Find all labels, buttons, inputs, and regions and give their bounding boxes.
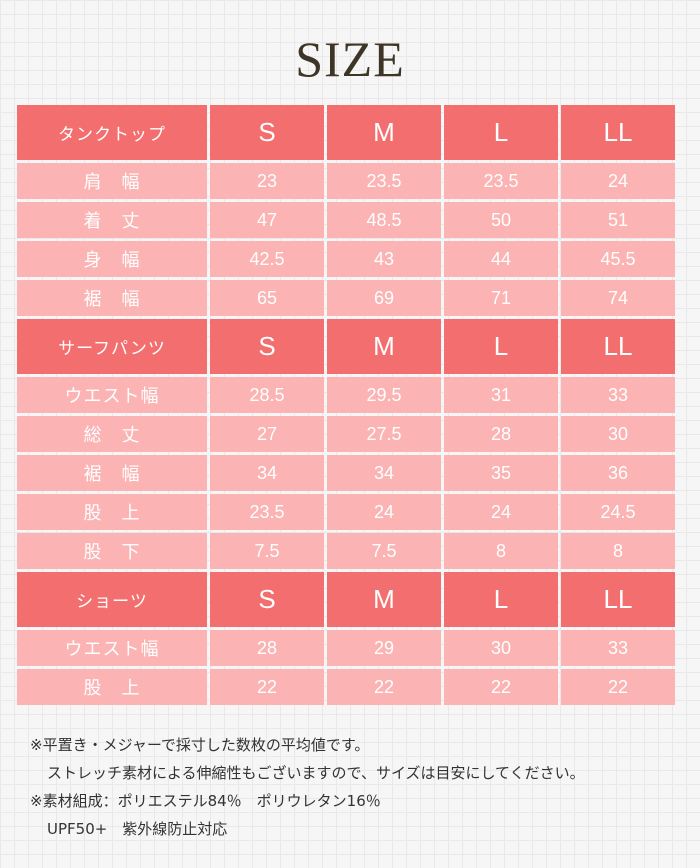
measurement-value: 23.5 xyxy=(444,163,558,199)
size-header-cell: M xyxy=(327,319,441,374)
measurement-value: 44 xyxy=(444,241,558,277)
section-title: ショーツ xyxy=(17,572,207,627)
measurement-value: 47 xyxy=(210,202,324,238)
measurement-value: 29.5 xyxy=(327,377,441,413)
measurement-value: 24 xyxy=(561,163,675,199)
size-header-cell: L xyxy=(444,319,558,374)
table-row: ウエスト幅 28.5 29.5 31 33 xyxy=(17,377,675,413)
size-header-cell: LL xyxy=(561,572,675,627)
table-row: 股 上 23.5 24 24 24.5 xyxy=(17,494,675,530)
table-row: 裾 幅 65 69 71 74 xyxy=(17,280,675,316)
measurement-value: 28 xyxy=(210,630,324,666)
size-header-cell: LL xyxy=(561,105,675,160)
note-material: ※素材組成：ポリエステル84％ ポリウレタン16％ xyxy=(30,792,381,810)
measurement-value: 69 xyxy=(327,280,441,316)
measurement-value: 29 xyxy=(327,630,441,666)
note-upf: UPF50+ 紫外線防止対応 xyxy=(47,820,228,838)
measurement-label: 股 上 xyxy=(17,494,207,530)
measurement-label: ウエスト幅 xyxy=(17,630,207,666)
size-header-cell: M xyxy=(327,572,441,627)
measurement-value: 50 xyxy=(444,202,558,238)
measurement-value: 33 xyxy=(561,377,675,413)
table-row: 裾 幅 34 34 35 36 xyxy=(17,455,675,491)
measurement-value: 65 xyxy=(210,280,324,316)
measurement-value: 24 xyxy=(444,494,558,530)
table-row: 着 丈 47 48.5 50 51 xyxy=(17,202,675,238)
measurement-value: 27 xyxy=(210,416,324,452)
measurement-value: 8 xyxy=(444,533,558,569)
note-measurement: ※平置き・メジャーで採寸した数枚の平均値です。 xyxy=(30,736,370,754)
measurement-value: 30 xyxy=(561,416,675,452)
measurement-label: 股 上 xyxy=(17,669,207,705)
measurement-value: 8 xyxy=(561,533,675,569)
measurement-value: 7.5 xyxy=(210,533,324,569)
measurement-value: 43 xyxy=(327,241,441,277)
size-notes: ※平置き・メジャーで採寸した数枚の平均値です。 ストレッチ素材による伸縮性もござ… xyxy=(30,731,585,843)
measurement-value: 22 xyxy=(561,669,675,705)
measurement-value: 34 xyxy=(210,455,324,491)
table-row: 股 上 22 22 22 22 xyxy=(17,669,675,705)
measurement-value: 27.5 xyxy=(327,416,441,452)
section-header-row: ショーツ S M L LL xyxy=(17,572,675,627)
measurement-value: 28.5 xyxy=(210,377,324,413)
measurement-value: 23.5 xyxy=(210,494,324,530)
measurement-label: 肩 幅 xyxy=(17,163,207,199)
measurement-value: 23 xyxy=(210,163,324,199)
table-row: 身 幅 42.5 43 44 45.5 xyxy=(17,241,675,277)
measurement-value: 22 xyxy=(327,669,441,705)
measurement-value: 24 xyxy=(327,494,441,530)
measurement-value: 35 xyxy=(444,455,558,491)
size-header-cell: L xyxy=(444,105,558,160)
size-header-cell: L xyxy=(444,572,558,627)
section-title: タンクトップ xyxy=(17,105,207,160)
measurement-value: 34 xyxy=(327,455,441,491)
size-header-cell: LL xyxy=(561,319,675,374)
measurement-value: 22 xyxy=(444,669,558,705)
measurement-label: 着 丈 xyxy=(17,202,207,238)
measurement-value: 28 xyxy=(444,416,558,452)
table-row: 総 丈 27 27.5 28 30 xyxy=(17,416,675,452)
section-title: サーフパンツ xyxy=(17,319,207,374)
measurement-label: 股 下 xyxy=(17,533,207,569)
measurement-value: 22 xyxy=(210,669,324,705)
size-header-cell: S xyxy=(210,105,324,160)
measurement-value: 7.5 xyxy=(327,533,441,569)
measurement-label: 裾 幅 xyxy=(17,280,207,316)
measurement-label: 裾 幅 xyxy=(17,455,207,491)
measurement-value: 31 xyxy=(444,377,558,413)
measurement-value: 74 xyxy=(561,280,675,316)
size-header-cell: S xyxy=(210,319,324,374)
measurement-value: 30 xyxy=(444,630,558,666)
measurement-value: 33 xyxy=(561,630,675,666)
measurement-value: 23.5 xyxy=(327,163,441,199)
table-row: 肩 幅 23 23.5 23.5 24 xyxy=(17,163,675,199)
measurement-value: 24.5 xyxy=(561,494,675,530)
note-stretch: ストレッチ素材による伸縮性もございますので、サイズは目安にしてください。 xyxy=(47,764,585,782)
measurement-value: 45.5 xyxy=(561,241,675,277)
measurement-value: 36 xyxy=(561,455,675,491)
size-header-cell: M xyxy=(327,105,441,160)
table-row: ウエスト幅 28 29 30 33 xyxy=(17,630,675,666)
section-header-row: タンクトップ S M L LL xyxy=(17,105,675,160)
measurement-label: 身 幅 xyxy=(17,241,207,277)
size-header-cell: S xyxy=(210,572,324,627)
page-title: SIZE xyxy=(295,31,405,87)
measurement-value: 48.5 xyxy=(327,202,441,238)
measurement-label: ウエスト幅 xyxy=(17,377,207,413)
size-table: タンクトップ S M L LL 肩 幅 23 23.5 23.5 24 着 丈 47 48.5 50 51 身… xyxy=(14,102,678,708)
measurement-label: 総 丈 xyxy=(17,416,207,452)
measurement-value: 51 xyxy=(561,202,675,238)
section-header-row: サーフパンツ S M L LL xyxy=(17,319,675,374)
measurement-value: 71 xyxy=(444,280,558,316)
table-row: 股 下 7.5 7.5 8 8 xyxy=(17,533,675,569)
measurement-value: 42.5 xyxy=(210,241,324,277)
